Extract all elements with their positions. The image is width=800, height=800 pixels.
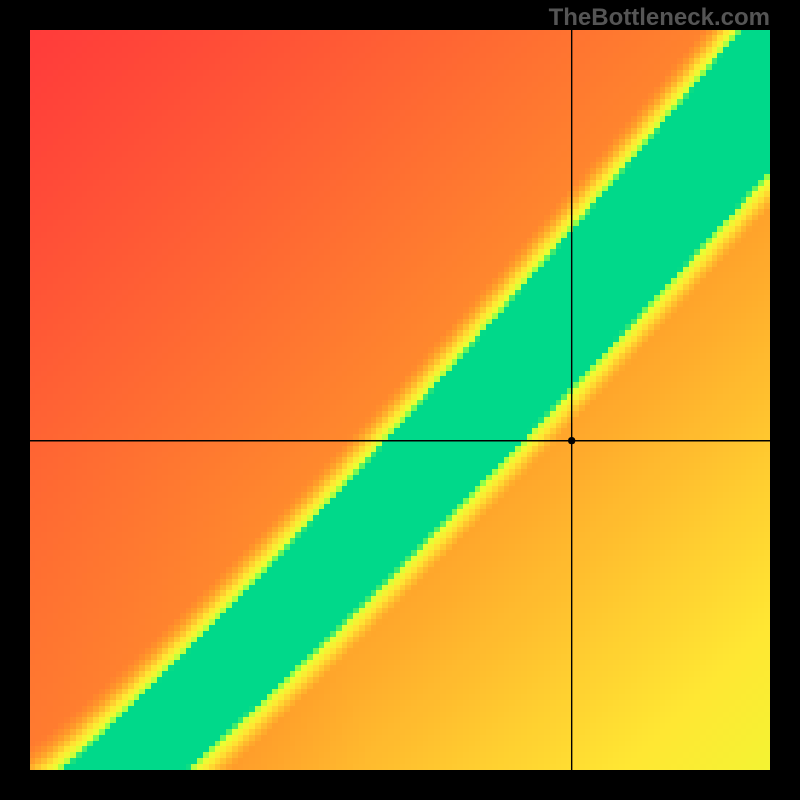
watermark-text: TheBottleneck.com	[549, 4, 770, 32]
bottleneck-heatmap	[30, 30, 770, 770]
chart-container: TheBottleneck.com	[0, 0, 800, 800]
